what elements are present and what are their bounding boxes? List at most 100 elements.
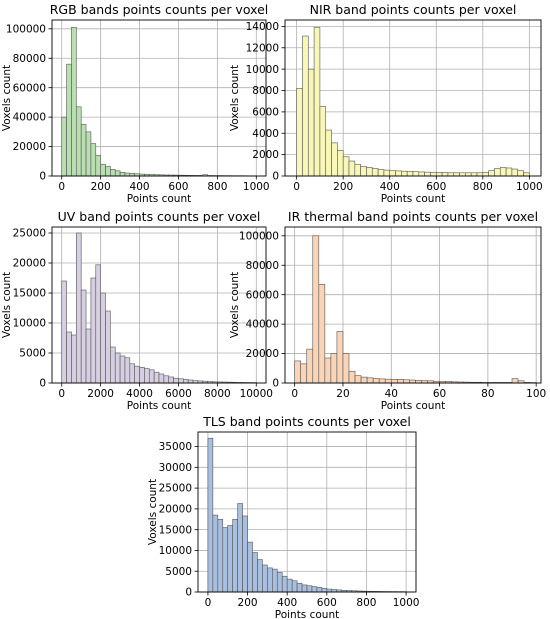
histogram-bar [324,357,332,384]
histogram-bar [482,171,489,177]
histogram-bar [360,166,367,177]
histogram-bar [331,142,338,177]
histogram-bar [372,378,380,384]
histogram-bar [377,169,385,177]
histogram-bar [306,348,314,384]
histogram-bar [95,155,101,177]
x-tick-label: 600 [168,181,188,193]
histogram-bar [330,353,338,384]
histogram-bar [447,172,455,177]
histogram-bar [301,584,308,593]
bars [207,437,407,593]
histogram-bar [517,170,524,177]
histogram-bar [252,552,258,593]
histogram-bar [296,88,303,177]
plot-frame [51,19,267,177]
histogram-bar [158,373,165,384]
y-tick-label: 40000 [13,112,46,124]
y-tick-label: 15000 [13,288,46,300]
histogram-bar [134,365,140,384]
histogram-bar [173,377,179,384]
y-tick-label: 0 [39,378,46,390]
histogram-bar [61,280,67,384]
y-tick-label: 40000 [246,319,279,331]
histogram-bar [76,106,82,177]
histogram-bar [232,518,238,593]
histogram-bar [465,172,472,177]
histogram-bar [100,292,106,384]
histogram-bar [336,331,344,384]
y-tick-label: 2000 [252,149,279,161]
histogram-bar [511,378,519,384]
x-tick-label: 800 [473,181,493,193]
histogram-bar [119,172,126,177]
histogram-bar [342,156,350,177]
y-tick-label: 0 [185,587,192,599]
y-tick-label: 80000 [13,53,46,65]
x-axis-label: Points count [381,193,446,205]
histogram-bar [105,310,111,384]
histogram-bar [148,369,155,384]
y-tick-label: 25000 [159,483,192,495]
histogram-bar [354,375,362,384]
histogram-bar [124,357,131,384]
x-tick-label: 1000 [393,597,420,609]
histogram-bar [163,375,170,384]
histogram-bar [470,172,478,177]
y-tick-label: 20000 [159,503,192,515]
axes: 0 200 400 600 800 100005000100001500020000250… [159,431,420,609]
histogram-bar [459,172,466,177]
histogram-bar [383,169,391,177]
y-tick-label: 30000 [159,462,192,474]
histogram-bar [80,124,87,177]
histogram-bar [247,541,253,593]
histogram-bar [139,367,145,384]
y-tick-label: 60000 [13,82,46,94]
histogram-bar [401,170,408,177]
histogram-bar [313,27,321,177]
histogram-bar [90,277,97,384]
histogram-bar [435,172,443,177]
x-tick-label: 0 [293,181,300,193]
histogram-bar [66,63,72,177]
x-tick-label: 1000 [243,181,270,193]
histogram-bar [384,378,392,384]
histogram-bar [360,376,368,384]
histogram-bar [114,352,121,384]
histogram-bar [105,166,111,177]
y-tick-label: 10000 [159,545,192,557]
histogram-bar [296,582,303,593]
histogram-bar [494,168,501,177]
y-tick-label: 0 [272,171,279,183]
histogram-bar [403,379,410,384]
chart-title: RGB bands points counts per voxel [50,2,269,17]
y-tick-label: 35000 [159,441,192,453]
histogram-bar [90,143,97,177]
histogram-bar [418,171,425,177]
x-tick-label: 200 [238,597,258,609]
histogram-bar [318,284,326,384]
histogram-bar [129,363,135,384]
plot-frame [284,19,542,177]
histogram-bar [523,172,530,177]
chart-title: TLS band points counts per voxel [202,414,411,429]
histogram-bar [371,168,379,177]
histogram-bar [312,235,320,384]
x-tick-label: 4000 [126,388,153,400]
histogram-bar [183,379,189,384]
y-tick-label: 25000 [13,228,46,240]
axes: 0 2000 4000 6000 8000 10000 0 5000 10000 15000 200… [13,226,273,400]
histogram-bar [276,572,283,593]
bars [61,232,257,384]
y-tick-label: 100000 [6,23,46,35]
histogram-bar [406,171,414,177]
histogram-bar [390,379,398,384]
histogram-bar [95,264,101,384]
histogram-bar [291,580,298,593]
x-tick-label: 10000 [240,388,273,400]
y-tick-label: 5000 [19,348,46,360]
chart-uv: UV band points counts per voxel Points c… [1,209,273,412]
x-axis-label: Points count [381,400,446,412]
x-tick-label: 800 [356,597,376,609]
